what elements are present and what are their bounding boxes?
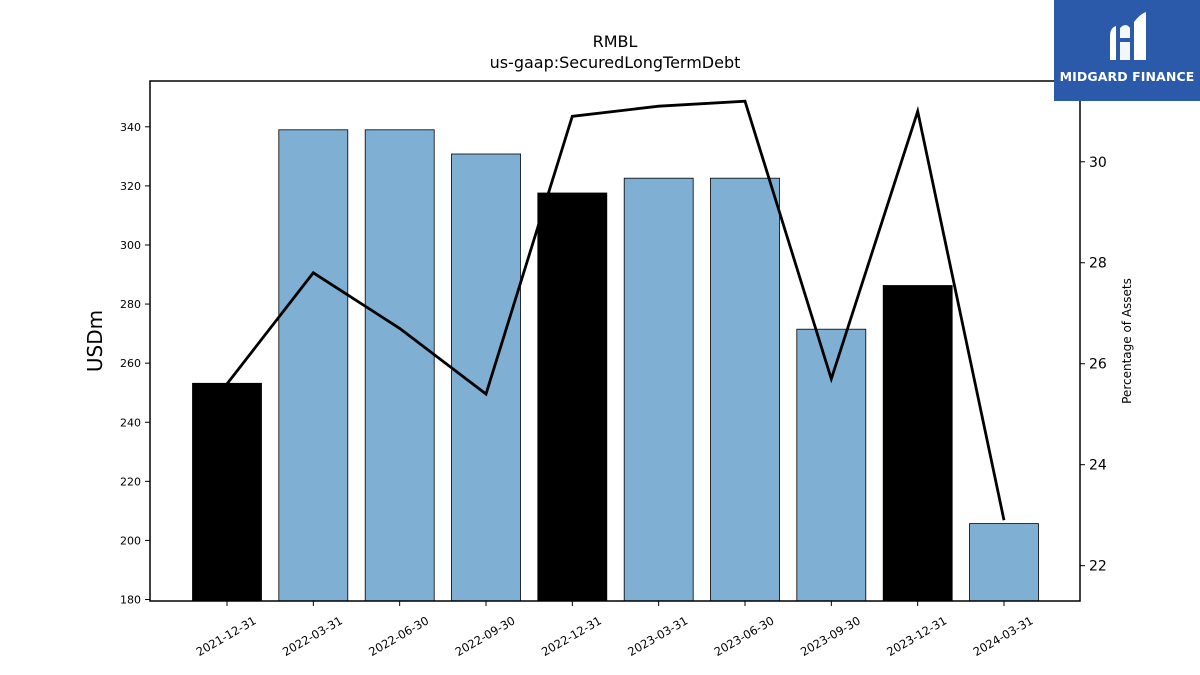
x-tick-label-2021-12-31: 2021-12-31 [194, 613, 259, 659]
x-tick-label-2022-09-30: 2022-09-30 [453, 613, 518, 659]
x-tick-label-2022-06-30: 2022-06-30 [366, 613, 431, 659]
line-layer [225, 99, 1006, 521]
left-tick-label-200: 200 [120, 534, 141, 547]
left-tick-label-240: 240 [120, 416, 141, 429]
bar-2024-03-31 [969, 523, 1039, 602]
x-tick-label-2022-03-31: 2022-03-31 [280, 613, 345, 659]
left-tick-label-300: 300 [120, 239, 141, 252]
percentage-line [225, 99, 1006, 521]
chart-title: RMBL [592, 32, 638, 51]
logo-mark-icon [1110, 12, 1146, 60]
logo-text: MIDGARD FINANCE [1059, 69, 1195, 84]
left-tick-label-340: 340 [120, 121, 141, 134]
bar-2022-12-31 [537, 192, 608, 602]
x-tick-label-2022-12-31: 2022-12-31 [539, 613, 604, 659]
left-tick-label-260: 260 [120, 357, 141, 370]
midgard-finance-logo: MIDGARD FINANCE [1054, 0, 1200, 101]
bar-2022-03-31 [278, 129, 349, 602]
x-tick-label-2023-03-31: 2023-03-31 [625, 613, 690, 659]
bar-2021-12-31 [192, 382, 262, 602]
x-tick-label-2023-12-31: 2023-12-31 [884, 613, 949, 659]
right-tick-label-28: 28 [1089, 256, 1107, 272]
right-tick-label-30: 30 [1089, 155, 1107, 171]
chart-subtitle: us-gaap:SecuredLongTermDebt [489, 53, 741, 72]
right-tick-label-26: 26 [1089, 357, 1107, 373]
x-axis: 2021-12-31 2022-03-31 2022-06-30 2022-09-30… [194, 601, 1036, 659]
bar-2022-09-30 [451, 153, 521, 602]
left-tick-label-320: 320 [120, 180, 141, 193]
x-tick-label-2023-06-30: 2023-06-30 [712, 613, 777, 659]
bar-2023-09-30 [796, 328, 867, 602]
right-tick-label-24: 24 [1089, 458, 1107, 474]
left-tick-label-180: 180 [120, 594, 141, 607]
left-axis: 180 200 220 240 260 280 300 320 340 [120, 121, 150, 607]
bar-2023-06-30 [710, 177, 780, 602]
right-tick-label-22: 22 [1089, 559, 1107, 575]
bar-2023-12-31 [882, 285, 953, 602]
bar-2023-03-31 [623, 177, 694, 602]
right-axis: 22 24 26 28 30 [1080, 155, 1107, 575]
left-tick-label-280: 280 [120, 298, 141, 311]
left-tick-label-220: 220 [120, 475, 141, 488]
bar-2022-06-30 [364, 129, 435, 602]
y2-axis-label: Percentage of Assets [1120, 278, 1134, 404]
bars-layer [192, 129, 1039, 602]
x-tick-label-2023-09-30: 2023-09-30 [798, 613, 863, 659]
y-axis-label: USDm [83, 310, 107, 372]
plot-frame [149, 80, 1081, 602]
x-tick-label-2024-03-31: 2024-03-31 [971, 613, 1036, 659]
